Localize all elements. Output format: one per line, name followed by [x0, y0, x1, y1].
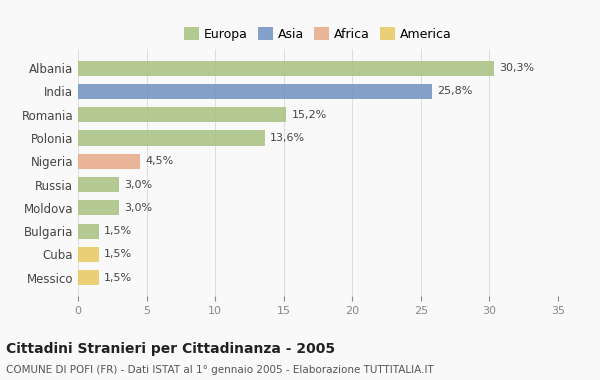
Text: 4,5%: 4,5%: [145, 156, 173, 166]
Text: 3,0%: 3,0%: [125, 203, 153, 213]
Bar: [78, 154, 140, 169]
Bar: [78, 107, 286, 122]
Text: 3,0%: 3,0%: [125, 179, 153, 190]
Bar: [78, 247, 98, 262]
Text: COMUNE DI POFI (FR) - Dati ISTAT al 1° gennaio 2005 - Elaborazione TUTTITALIA.IT: COMUNE DI POFI (FR) - Dati ISTAT al 1° g…: [6, 365, 434, 375]
Text: Cittadini Stranieri per Cittadinanza - 2005: Cittadini Stranieri per Cittadinanza - 2…: [6, 342, 335, 356]
Bar: [78, 200, 119, 215]
Text: 13,6%: 13,6%: [270, 133, 305, 143]
Text: 1,5%: 1,5%: [104, 226, 132, 236]
Text: 25,8%: 25,8%: [437, 87, 473, 97]
Bar: [78, 84, 432, 99]
Bar: [78, 61, 494, 76]
Bar: [78, 270, 98, 285]
Bar: [78, 223, 98, 239]
Text: 15,2%: 15,2%: [292, 110, 327, 120]
Text: 1,5%: 1,5%: [104, 249, 132, 259]
Bar: [78, 130, 265, 146]
Text: 1,5%: 1,5%: [104, 272, 132, 283]
Text: 30,3%: 30,3%: [499, 63, 534, 73]
Bar: [78, 177, 119, 192]
Legend: Europa, Asia, Africa, America: Europa, Asia, Africa, America: [181, 24, 455, 45]
